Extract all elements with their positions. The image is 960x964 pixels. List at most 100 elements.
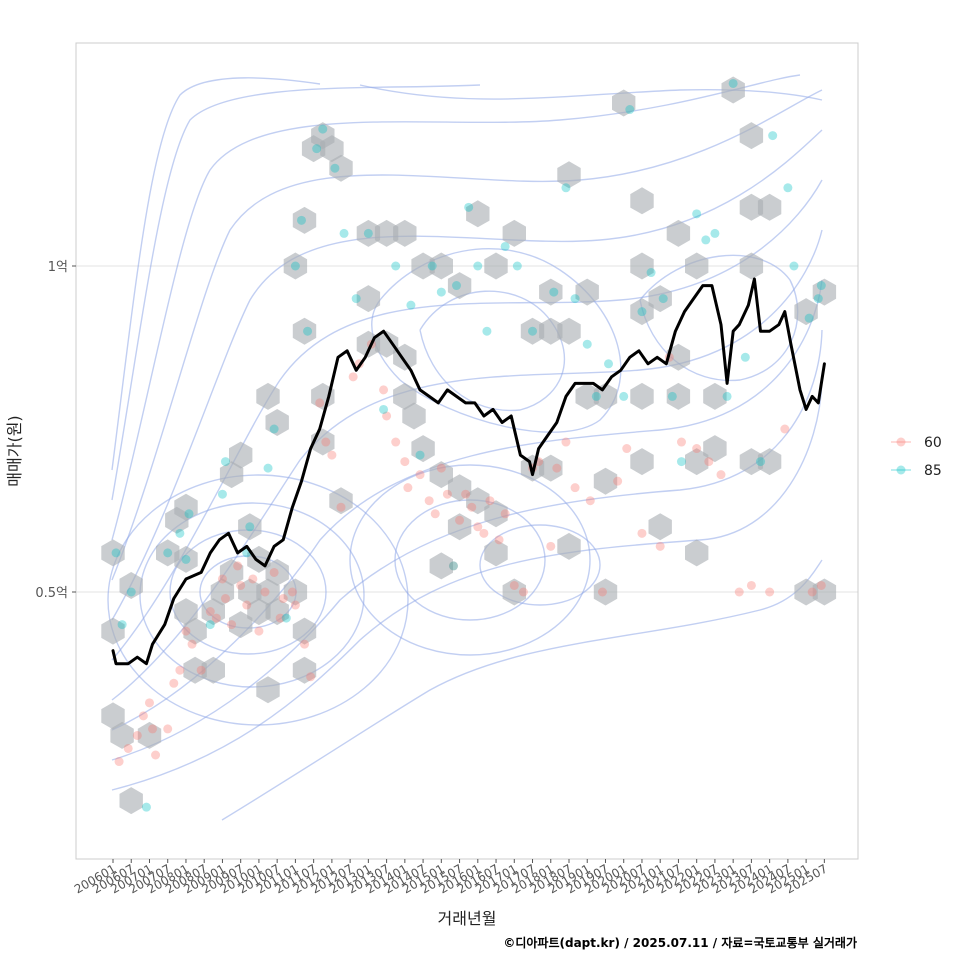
data-point-85 bbox=[205, 620, 215, 630]
data-point-60 bbox=[196, 665, 206, 675]
hexbin-cell bbox=[201, 598, 225, 626]
data-point-85 bbox=[570, 294, 580, 304]
data-point-85 bbox=[351, 294, 361, 304]
trend-line-layer bbox=[111, 277, 826, 666]
data-point-85 bbox=[175, 528, 185, 538]
hexbin-cell bbox=[666, 343, 691, 371]
data-point-60 bbox=[704, 457, 714, 467]
density-contour-line bbox=[221, 559, 823, 821]
hexbin-cell bbox=[502, 219, 526, 247]
hexbin-cell bbox=[757, 193, 782, 221]
data-point-60 bbox=[467, 502, 477, 512]
data-point-85 bbox=[217, 489, 227, 499]
data-point-60 bbox=[455, 515, 465, 525]
data-point-85 bbox=[339, 228, 349, 238]
data-point-60 bbox=[442, 489, 452, 499]
data-point-85 bbox=[804, 313, 814, 323]
data-point-85 bbox=[728, 78, 738, 88]
data-point-85 bbox=[181, 554, 191, 564]
hexbin-cell bbox=[703, 382, 727, 410]
data-point-60 bbox=[734, 587, 744, 597]
data-point-60 bbox=[148, 724, 158, 734]
data-point-60 bbox=[400, 457, 410, 467]
hexbin-cell bbox=[393, 382, 417, 410]
y-tick-label: 1억 bbox=[48, 260, 68, 275]
hexbin-cell bbox=[119, 572, 143, 599]
hexbin-cell bbox=[292, 206, 317, 234]
data-point-85 bbox=[452, 281, 462, 291]
data-point-60 bbox=[315, 398, 325, 408]
data-point-60 bbox=[415, 470, 425, 480]
hexbin-cell bbox=[301, 135, 326, 163]
data-point-60 bbox=[287, 587, 297, 597]
hexbin-cell bbox=[447, 474, 472, 502]
data-point-85 bbox=[163, 548, 173, 558]
data-point-85 bbox=[117, 620, 127, 630]
data-point-60 bbox=[379, 385, 389, 395]
data-point-85 bbox=[126, 587, 136, 597]
density-contour-line bbox=[111, 379, 823, 791]
data-point-60 bbox=[290, 600, 300, 610]
data-point-85 bbox=[561, 183, 571, 193]
data-point-60 bbox=[175, 665, 185, 675]
data-point-85 bbox=[667, 391, 677, 401]
data-point-60 bbox=[217, 574, 227, 584]
data-point-85 bbox=[391, 261, 401, 271]
hexbin-cell bbox=[539, 278, 563, 306]
data-point-85 bbox=[658, 294, 668, 304]
data-point-60 bbox=[278, 594, 288, 604]
data-point-60 bbox=[479, 528, 489, 538]
hexbin-cell bbox=[484, 252, 508, 280]
data-point-85 bbox=[263, 463, 273, 473]
legend-marker-85 bbox=[896, 465, 906, 475]
data-point-60 bbox=[327, 450, 337, 460]
data-point-60 bbox=[597, 587, 607, 597]
hexbin-cell bbox=[292, 317, 317, 345]
data-point-85 bbox=[813, 294, 823, 304]
data-point-60 bbox=[236, 580, 246, 590]
hexbin-cell bbox=[101, 617, 125, 645]
hexbin-cell bbox=[374, 219, 399, 247]
data-point-85 bbox=[500, 241, 510, 251]
data-point-85 bbox=[303, 326, 313, 336]
hexbin-cell bbox=[320, 135, 344, 163]
data-point-85 bbox=[756, 457, 766, 467]
data-point-60 bbox=[436, 463, 446, 473]
data-point-85 bbox=[281, 613, 291, 623]
hexbin-cell bbox=[411, 252, 435, 280]
hexbin-cell bbox=[238, 513, 262, 541]
data-point-60 bbox=[300, 639, 310, 649]
hexbin-cell bbox=[219, 461, 244, 489]
hexbin-cell bbox=[520, 317, 545, 345]
hexbin-cell bbox=[283, 578, 308, 606]
data-point-60 bbox=[220, 594, 230, 604]
data-point-85 bbox=[710, 228, 720, 238]
data-point-85 bbox=[619, 391, 629, 401]
data-point-60 bbox=[233, 561, 243, 571]
hexbin-cell bbox=[174, 545, 198, 573]
data-point-60 bbox=[485, 496, 495, 506]
hexbin-cell bbox=[265, 598, 289, 626]
data-point-85 bbox=[482, 326, 492, 336]
data-point-85 bbox=[245, 522, 255, 532]
data-point-60 bbox=[765, 587, 775, 597]
hexbin-cell bbox=[292, 617, 317, 645]
hexbin-cell bbox=[402, 402, 426, 430]
data-point-85 bbox=[406, 300, 416, 310]
hexbin-cell bbox=[101, 539, 125, 567]
hexbin-cell bbox=[484, 539, 508, 567]
trend-line bbox=[111, 277, 826, 666]
hexbin-cell bbox=[292, 656, 317, 684]
hexbin-cell bbox=[374, 330, 399, 358]
hexbin-cell bbox=[593, 467, 618, 495]
hexbin-cell bbox=[329, 487, 353, 515]
data-point-85 bbox=[512, 261, 522, 271]
data-point-60 bbox=[807, 587, 817, 597]
density-contour-ellipse bbox=[139, 502, 365, 688]
data-point-60 bbox=[448, 561, 458, 571]
hexbin-cell bbox=[283, 252, 308, 280]
data-point-60 bbox=[676, 437, 686, 447]
data-point-85 bbox=[141, 802, 151, 812]
data-point-85 bbox=[269, 424, 279, 434]
y-axis-title: 매매가(원) bbox=[5, 415, 24, 486]
